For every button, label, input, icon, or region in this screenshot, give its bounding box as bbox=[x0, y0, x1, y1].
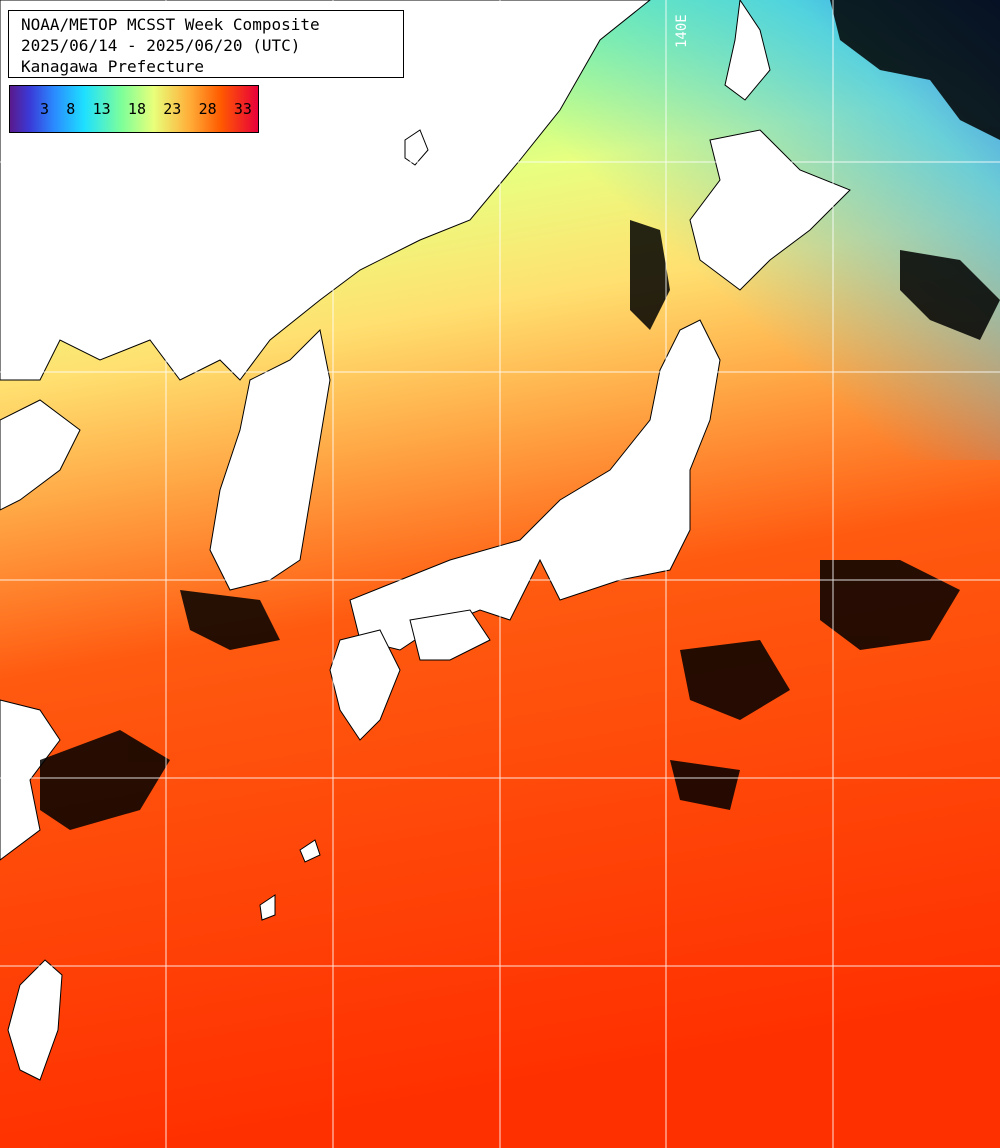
grid-label-lon: 140E bbox=[674, 14, 690, 48]
hokkaido-land bbox=[689, 129, 851, 291]
legend-label-13: 13 bbox=[92, 100, 111, 118]
shikoku-land bbox=[409, 609, 491, 661]
legend-label-18: 18 bbox=[127, 100, 146, 118]
kyushu-land bbox=[329, 629, 401, 741]
sakhalin-land bbox=[724, 0, 771, 101]
korea-land bbox=[209, 328, 331, 591]
taiwan-land bbox=[7, 959, 63, 1081]
title-line-2: 2025/06/14 - 2025/06/20 (UTC) bbox=[21, 36, 301, 55]
legend-label-23: 23 bbox=[163, 100, 182, 118]
legend-label-8: 8 bbox=[66, 100, 76, 118]
island-chain bbox=[259, 129, 429, 921]
legend-label-28: 28 bbox=[198, 100, 217, 118]
cloud-cover bbox=[40, 0, 1000, 830]
temperature-color-legend: 3 8 13 18 23 28 33 bbox=[9, 85, 259, 133]
title-line-3: Kanagawa Prefecture bbox=[21, 57, 205, 76]
map-title-box: NOAA/METOP MCSST Week Composite 2025/06/… bbox=[8, 10, 404, 78]
grid-label-lat: 30N bbox=[16, 356, 41, 372]
title-line-1: NOAA/METOP MCSST Week Composite bbox=[21, 15, 320, 34]
legend-label-33: 33 bbox=[233, 100, 252, 118]
legend-label-3: 3 bbox=[40, 100, 50, 118]
china-coast-land bbox=[0, 399, 81, 861]
